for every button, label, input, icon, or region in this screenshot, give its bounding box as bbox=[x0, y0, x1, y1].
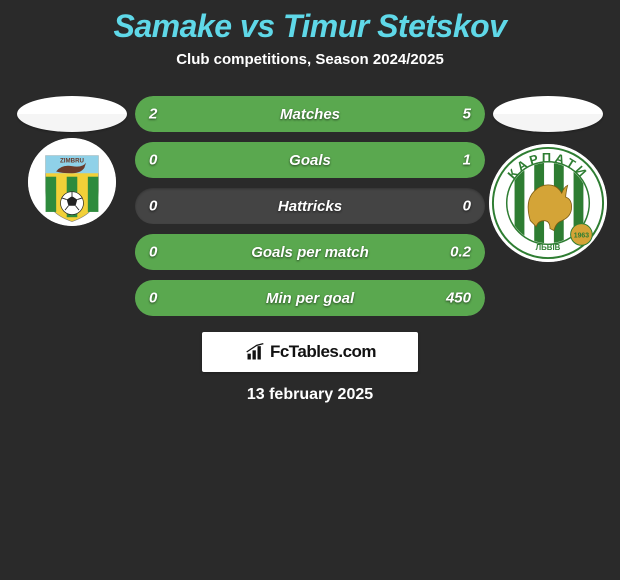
nation-flag-left bbox=[17, 96, 127, 132]
stat-value-left: 0 bbox=[149, 198, 157, 215]
stat-value-left: 0 bbox=[149, 244, 157, 261]
brand-box: FcTables.com bbox=[202, 332, 418, 372]
generated-date: 13 february 2025 bbox=[247, 386, 373, 404]
stat-value-right: 450 bbox=[446, 290, 471, 307]
stat-value-left: 0 bbox=[149, 290, 157, 307]
stat-value-right: 1 bbox=[463, 152, 471, 169]
page-title: Samake vs Timur Stetskov bbox=[114, 8, 507, 45]
stat-row: 0 Goals 1 bbox=[135, 142, 485, 178]
stat-label: Hattricks bbox=[278, 198, 342, 215]
left-side: ZIMBRU bbox=[17, 96, 127, 226]
stat-value-right: 0.2 bbox=[450, 244, 471, 261]
stat-row: 2 Matches 5 bbox=[135, 96, 485, 132]
stat-value-left: 0 bbox=[149, 152, 157, 169]
brand-text: FcTables.com bbox=[270, 342, 376, 362]
stat-value-right: 5 bbox=[463, 106, 471, 123]
bar-chart-icon bbox=[244, 342, 266, 362]
nation-flag-right bbox=[493, 96, 603, 132]
stat-row: 0 Hattricks 0 bbox=[135, 188, 485, 224]
stat-fill-right bbox=[235, 96, 485, 132]
zimbru-crest-icon: ZIMBRU bbox=[28, 138, 116, 226]
stat-label: Min per goal bbox=[266, 290, 354, 307]
infographic-container: Samake vs Timur Stetskov Club competitio… bbox=[0, 0, 620, 404]
stat-value-right: 0 bbox=[463, 198, 471, 215]
stat-label: Goals per match bbox=[251, 244, 369, 261]
club-crest-left: ZIMBRU bbox=[28, 138, 116, 226]
club-crest-right: КАРПАТИ ЛЬВІВ bbox=[489, 144, 607, 262]
karpaty-crest-icon: КАРПАТИ ЛЬВІВ bbox=[489, 144, 607, 262]
stat-row: 0 Min per goal 450 bbox=[135, 280, 485, 316]
stat-label: Goals bbox=[289, 152, 331, 169]
svg-text:ЛЬВІВ: ЛЬВІВ bbox=[536, 243, 561, 252]
body-row: ZIMBRU 2 Matches 5 0 Goals 1 0 Hattricks 0 0 Goals… bbox=[0, 96, 620, 316]
svg-text:ZIMBRU: ZIMBRU bbox=[60, 158, 84, 165]
stat-row: 0 Goals per match 0.2 bbox=[135, 234, 485, 270]
stat-value-left: 2 bbox=[149, 106, 157, 123]
stat-label: Matches bbox=[280, 106, 340, 123]
svg-text:1963: 1963 bbox=[574, 232, 589, 239]
page-subtitle: Club competitions, Season 2024/2025 bbox=[176, 51, 444, 68]
right-side: КАРПАТИ ЛЬВІВ bbox=[493, 96, 603, 262]
stats-column: 2 Matches 5 0 Goals 1 0 Hattricks 0 0 Goals per ma… bbox=[135, 96, 485, 316]
